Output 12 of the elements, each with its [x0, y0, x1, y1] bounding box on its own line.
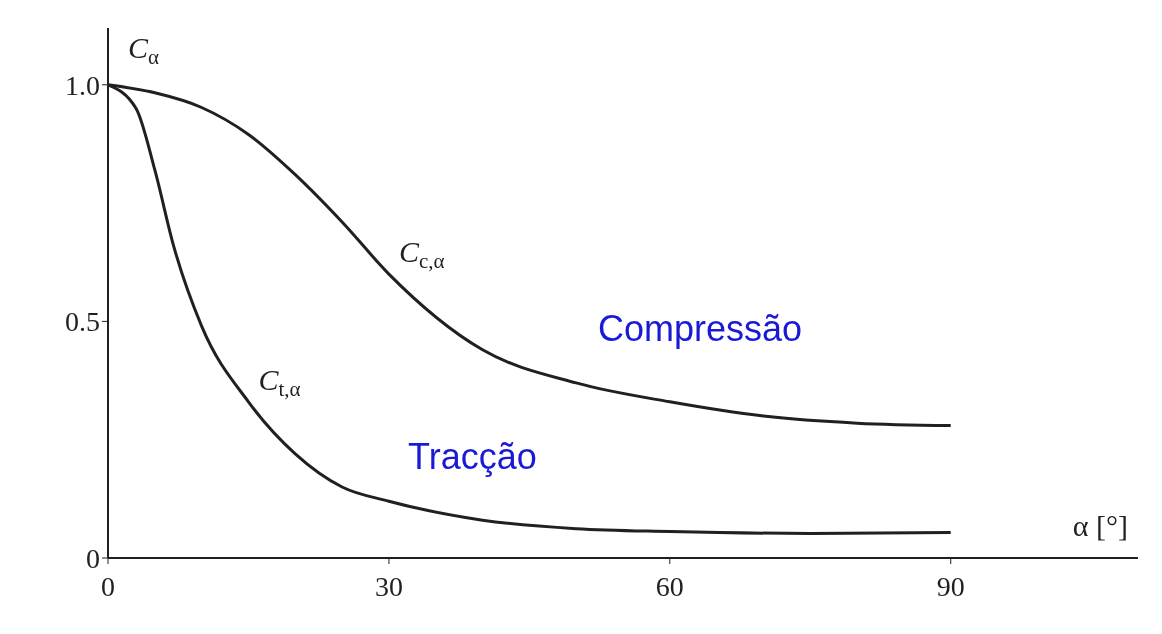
series-label: C$_{c,α}$: [398, 235, 445, 274]
annotation: Tracção: [408, 436, 537, 478]
x-axis-title: α [°]: [1072, 509, 1128, 542]
y-tick-label: 0.5: [65, 306, 100, 338]
x-tick-label: 30: [374, 570, 403, 602]
annotation: Compressão: [598, 308, 803, 350]
y-tick-label: 0: [86, 542, 100, 574]
x-tick-label: 60: [655, 570, 684, 602]
series-label: C$_{t,α}$: [258, 362, 301, 402]
y-axis-title: C$_{α}$: [128, 31, 160, 70]
y-tick-label: 1.0: [65, 69, 100, 101]
x-tick-label: 90: [936, 570, 965, 602]
